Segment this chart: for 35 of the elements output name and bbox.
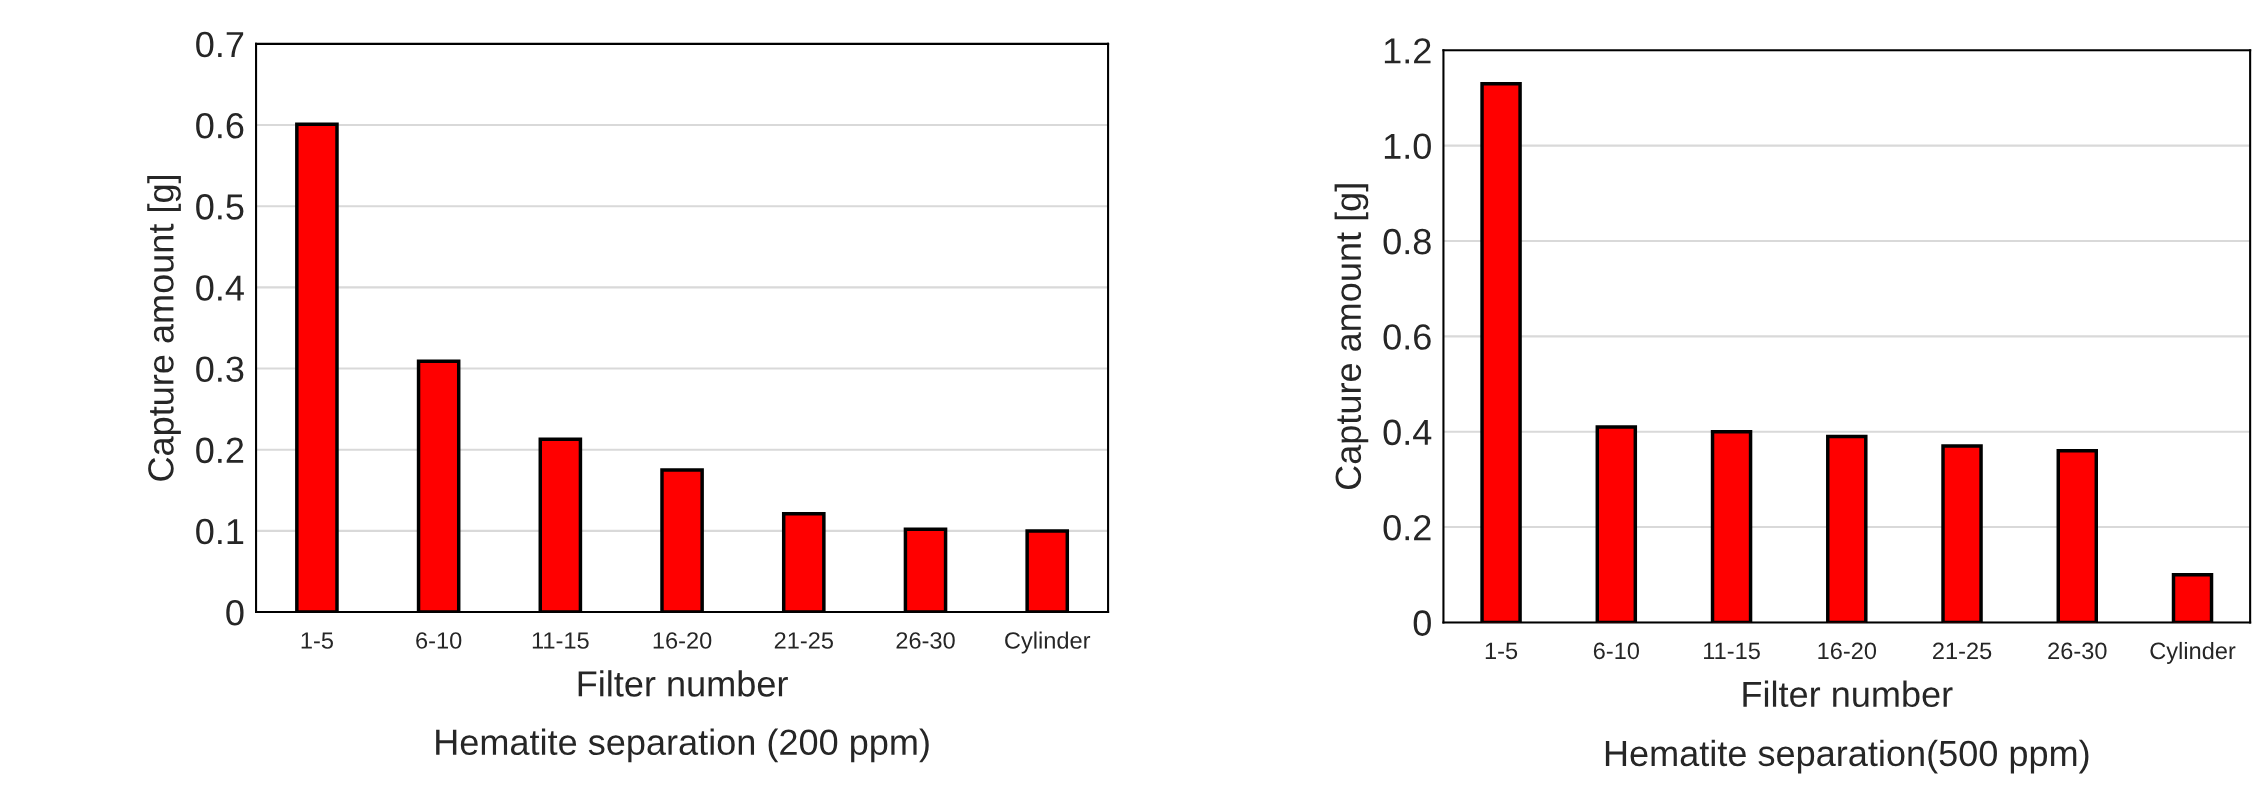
text: Hematite separation(500 ppm) bbox=[1605, 739, 2089, 774]
x-tick-label: 26-30 bbox=[896, 632, 955, 649]
x-tick-label: 1-5 bbox=[1485, 642, 1518, 660]
x-tick-label: 16-20 bbox=[653, 632, 712, 649]
x-tick-label: Cylinder bbox=[2150, 641, 2236, 664]
y-tick-label: 0.1 bbox=[196, 518, 244, 545]
y-tick-label: 0.8 bbox=[1383, 228, 1431, 255]
y-tick-label: 0.4 bbox=[196, 275, 244, 301]
text: Hematite separation (200 ppm) bbox=[436, 728, 929, 763]
x-tick-label: 11-15 bbox=[1704, 642, 1760, 660]
y-tick-label: 0.5 bbox=[196, 194, 244, 220]
y-axis-title: Capture amount [g] bbox=[1334, 184, 1369, 490]
y-tick-label: 0.3 bbox=[196, 356, 244, 382]
x-tick-label: 16-20 bbox=[1818, 642, 1877, 660]
x-axis-title: Filter number bbox=[1743, 680, 1953, 708]
y-tick-label: 0.4 bbox=[1383, 419, 1432, 446]
y-tick-label: 0 bbox=[1413, 610, 1431, 636]
y-tick-label: 0.6 bbox=[1383, 324, 1431, 350]
y-tick-label: 0.2 bbox=[1383, 514, 1431, 541]
x-tick-label: Cylinder bbox=[1005, 631, 1091, 654]
y-tick-label: 1.2 bbox=[1384, 38, 1431, 64]
x-tick-label: 21-25 bbox=[1933, 642, 1992, 660]
y-tick-label: 0.7 bbox=[196, 31, 244, 58]
x-tick-label: 6-10 bbox=[416, 632, 462, 649]
x-tick-label: 11-15 bbox=[532, 632, 589, 649]
y-tick-label: 0.6 bbox=[196, 112, 244, 139]
y-tick-label: 0.2 bbox=[196, 437, 244, 464]
y-axis-title: Capture amount [g] bbox=[147, 175, 181, 481]
x-axis-title: Filter number bbox=[578, 670, 788, 697]
x-tick-label: 1-5 bbox=[301, 632, 333, 649]
y-tick-label: 0 bbox=[226, 599, 244, 626]
x-tick-label: 21-25 bbox=[774, 632, 833, 649]
x-tick-label: 26-30 bbox=[2048, 642, 2107, 660]
x-tick-label: 6-10 bbox=[1593, 642, 1640, 660]
y-tick-label: 1.0 bbox=[1384, 133, 1431, 160]
